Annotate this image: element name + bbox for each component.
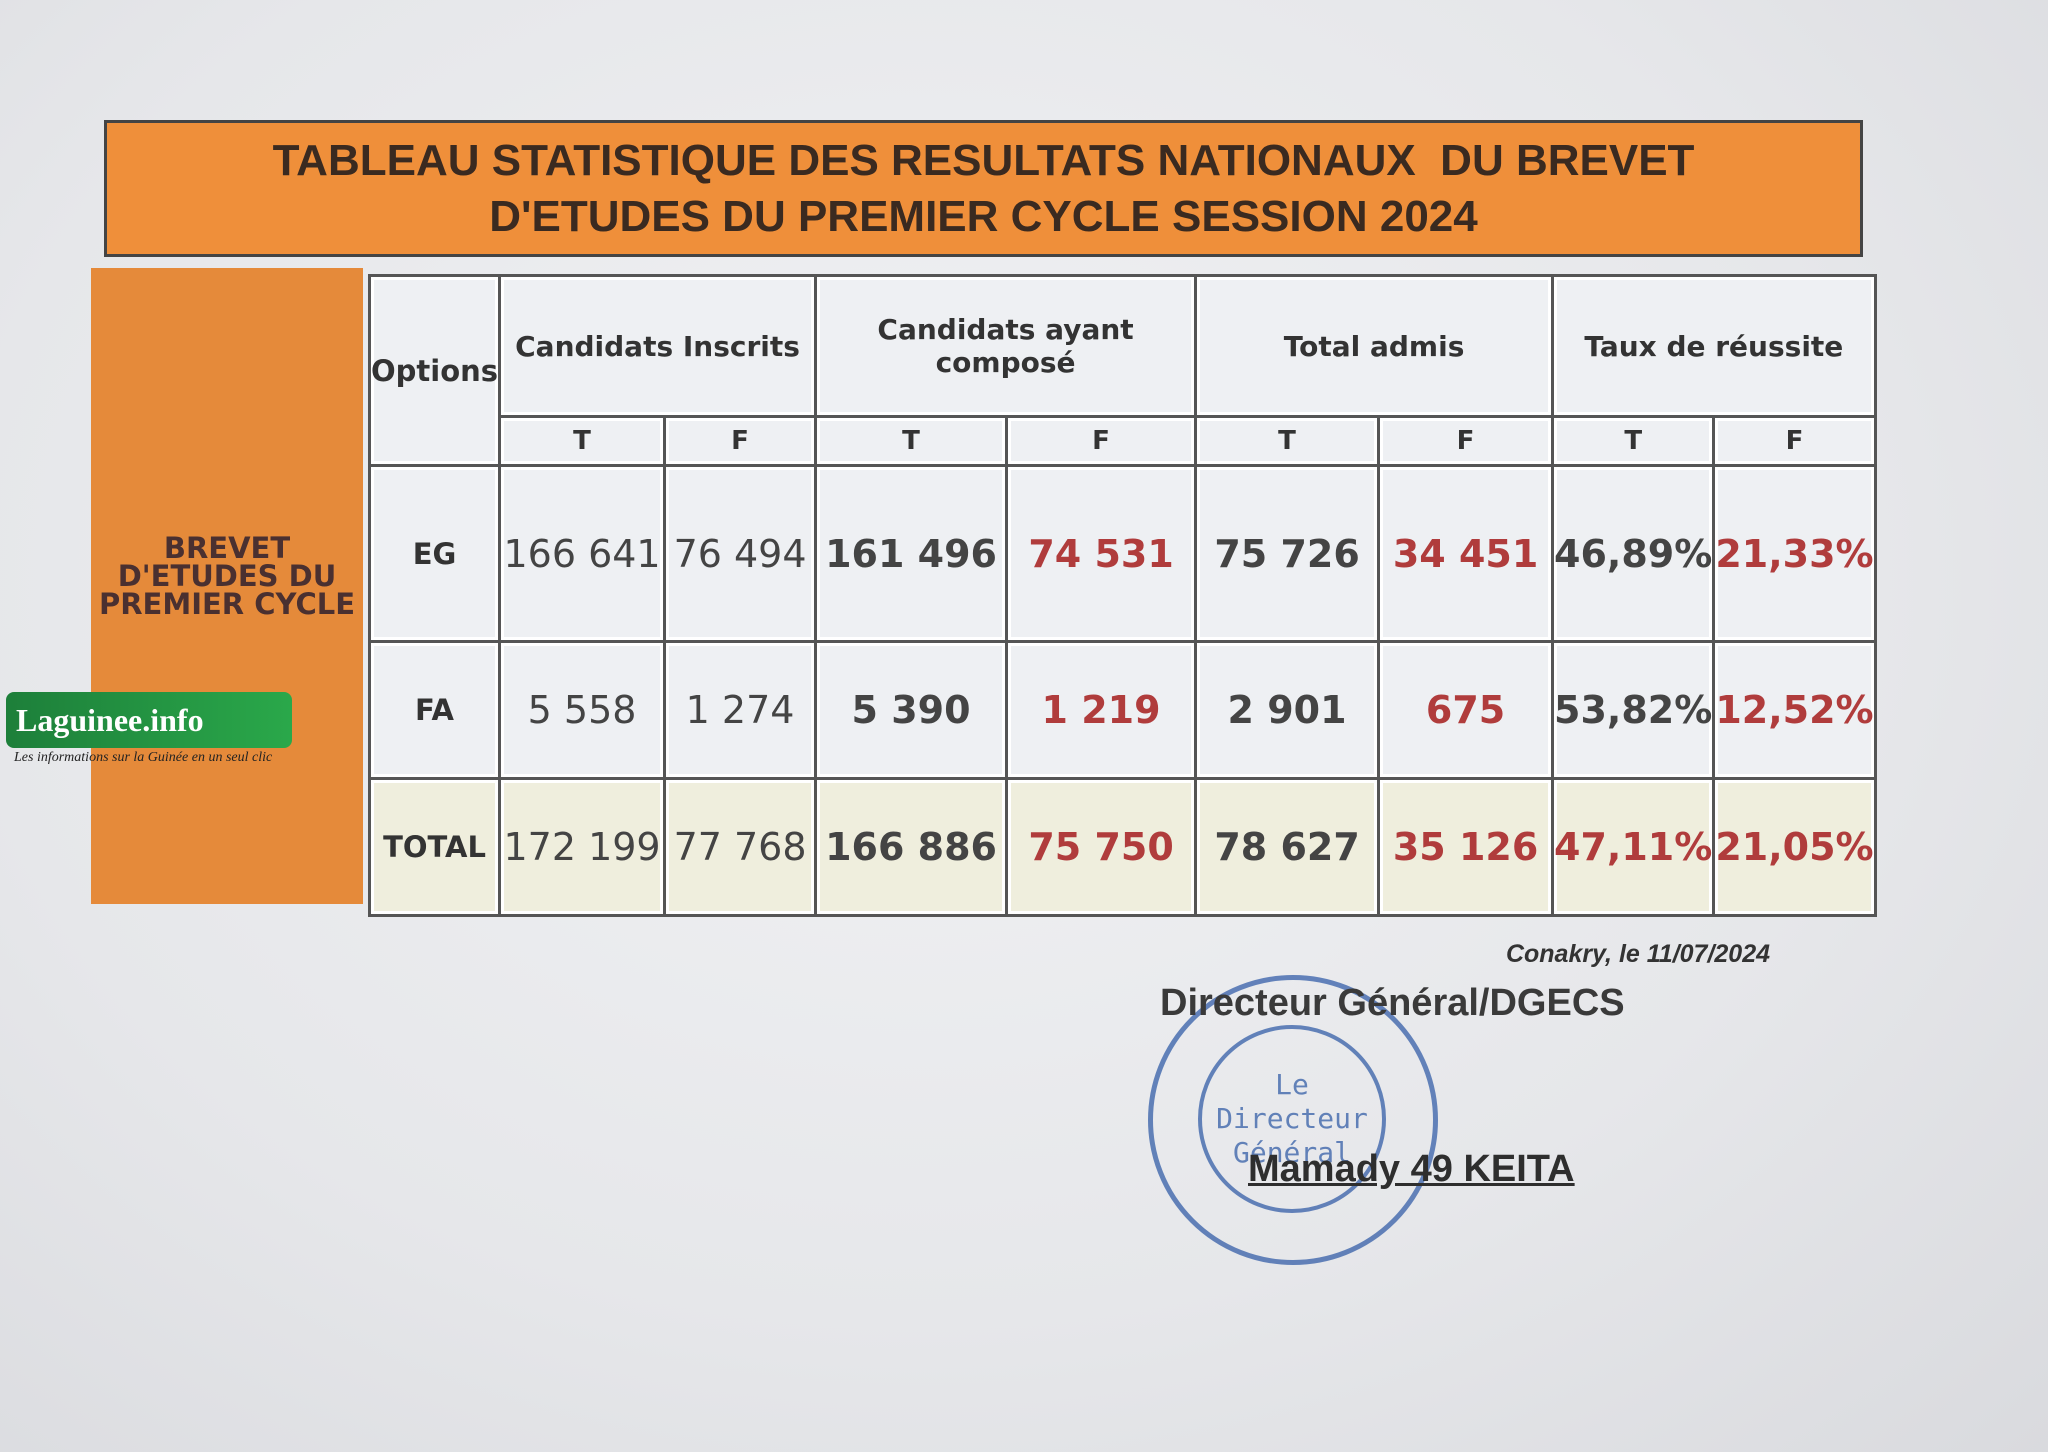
row-label: EG [367, 464, 502, 643]
side-label: BREVET D'ETUDES DU PREMIER CYCLE [91, 268, 363, 904]
stamp-text: Directeur [1216, 1102, 1368, 1135]
group-header: Candidats ayant composé [814, 274, 1198, 418]
cell: 47,11% [1551, 777, 1716, 917]
cell: 74 531 [1005, 464, 1198, 643]
stamp-text: Le [1275, 1068, 1309, 1101]
data-row: EG 166 641 76 494 161 496 74 531 75 726 34 451… [367, 464, 1877, 643]
cell: 2 901 [1194, 640, 1381, 780]
results-table: Options Candidats Inscrits Candidats ayant… [367, 274, 1877, 917]
row-label: TOTAL [367, 777, 502, 917]
subheader: T [498, 415, 667, 467]
subheader: F [663, 415, 818, 467]
group-header: Candidats Inscrits [498, 274, 818, 418]
title-line: D'ETUDES DU PREMIER CYCLE SESSION 2024 [489, 191, 1478, 241]
position: Directeur Général/DGECS [1160, 982, 1625, 1024]
header-row: Options Candidats Inscrits Candidats ayant… [367, 274, 1877, 467]
side-label-line: D'ETUDES DU [117, 559, 337, 593]
cell: 5 390 [814, 640, 1009, 780]
cell: 75 726 [1194, 464, 1381, 643]
group-header: Taux de réussite [1551, 274, 1877, 418]
subheader: F [1712, 415, 1877, 467]
stamp-text: Général [1232, 1136, 1351, 1169]
side-label-line: BREVET [163, 531, 291, 565]
subheader: T [1551, 415, 1716, 467]
cell: 172 199 [498, 777, 667, 917]
cell: 161 496 [814, 464, 1009, 643]
cell: 76 494 [663, 464, 818, 643]
subheader: T [1194, 415, 1381, 467]
cell: 77 768 [663, 777, 818, 917]
cell: 21,05% [1712, 777, 1877, 917]
cell: 166 641 [498, 464, 667, 643]
stamp: Le Directeur Général [1148, 975, 1438, 1265]
side-label-line: PREMIER CYCLE [98, 587, 356, 621]
cell: 12,52% [1712, 640, 1877, 780]
row-label: FA [367, 640, 502, 780]
cell: 34 451 [1377, 464, 1555, 643]
title-line: TABLEAU STATISTIQUE DES RESULTATS NATION… [272, 135, 1695, 185]
cell: 46,89% [1551, 464, 1716, 643]
watermark-logo: Laguinee.info [6, 692, 292, 748]
cell: 1 274 [663, 640, 818, 780]
subheader: F [1005, 415, 1198, 467]
cell: 35 126 [1377, 777, 1555, 917]
stamp-inner: Le Directeur Général [1198, 1025, 1386, 1213]
data-row: TOTAL 172 199 77 768 166 886 75 750 78 627 35 … [367, 777, 1877, 917]
place-date: Conakry, le 11/07/2024 [1505, 940, 1770, 968]
data-row: FA 5 558 1 274 5 390 1 219 2 901 675 53,82% 12,5… [367, 640, 1877, 780]
signatory-name: Mamady 49 KEITA [1248, 1148, 1575, 1190]
cell: 21,33% [1712, 464, 1877, 643]
cell: 1 219 [1005, 640, 1198, 780]
cell: 53,82% [1551, 640, 1716, 780]
cell: 166 886 [814, 777, 1009, 917]
cell: 75 750 [1005, 777, 1198, 917]
options-header: Options [367, 274, 502, 467]
subheader: T [814, 415, 1009, 467]
watermark-tagline: Les informations sur la Guinée en un seu… [14, 750, 273, 765]
subheader: F [1377, 415, 1555, 467]
cell: 78 627 [1194, 777, 1381, 917]
cell: 5 558 [498, 640, 667, 780]
group-header: Total admis [1194, 274, 1555, 418]
title-box: TABLEAU STATISTIQUE DES RESULTATS NATION… [104, 120, 1863, 257]
cell: 675 [1377, 640, 1555, 780]
